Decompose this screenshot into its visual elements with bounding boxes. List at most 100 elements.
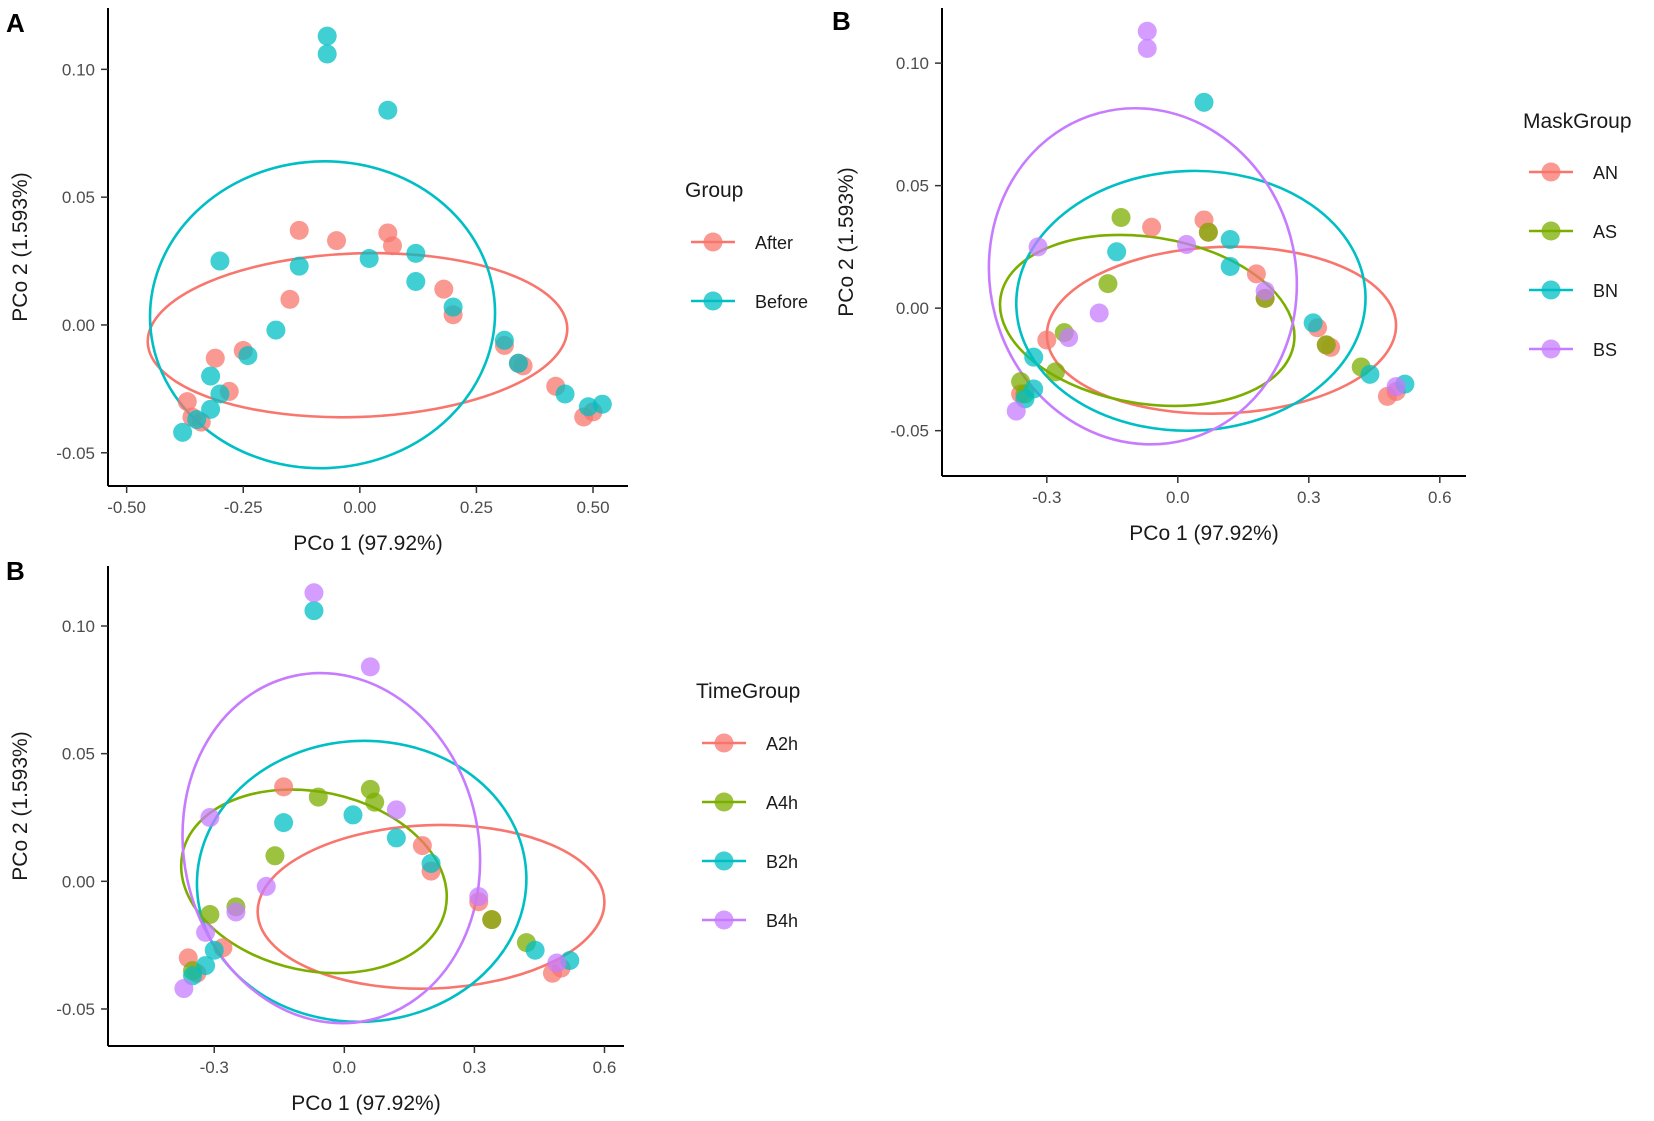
- point-b4h: [226, 902, 246, 922]
- y-tick-label: 0.00: [62, 872, 95, 891]
- x-tick-label: 0.6: [593, 1058, 617, 1077]
- point-bs: [1006, 401, 1026, 421]
- point-a2h: [412, 836, 432, 856]
- point-bn: [1194, 92, 1214, 112]
- x-tick-label: -0.25: [224, 498, 263, 517]
- point-before: [317, 26, 337, 46]
- legend-entry-as: AS: [1593, 222, 1617, 242]
- y-tick-label: 0.10: [62, 617, 95, 636]
- legend-entry-bn: BN: [1593, 281, 1618, 301]
- point-a4h: [365, 792, 385, 812]
- legend-entry-b2h: B2h: [766, 852, 798, 872]
- point-a4h: [308, 787, 328, 807]
- point-as: [1111, 207, 1131, 227]
- x-tick-label: -0.3: [200, 1058, 229, 1077]
- point-b4h: [256, 876, 276, 896]
- legend-title: MaskGroup: [1523, 110, 1632, 133]
- point-after: [382, 236, 402, 256]
- point-b4h: [174, 979, 194, 999]
- chart-panel-2: B -0.3 0.0 0.3 0.6 -0.05 0.00 0.05 0.10 PCo 1 (97…: [832, 6, 1632, 545]
- point-bn: [1220, 257, 1240, 277]
- point-bn: [1024, 347, 1044, 367]
- point-b4h: [304, 583, 324, 603]
- point-before: [508, 353, 528, 373]
- legend-entry-an: AN: [1593, 163, 1618, 183]
- point-before: [210, 251, 230, 271]
- confidence-ellipse-a2h: [256, 823, 606, 991]
- point-a4h: [200, 905, 220, 925]
- legend-key-point: [703, 232, 723, 252]
- x-tick-label: 0.0: [332, 1058, 356, 1077]
- x-tick-label: -0.3: [1032, 488, 1061, 507]
- point-bs: [1028, 237, 1048, 257]
- y-tick-label: 0.00: [896, 299, 929, 318]
- point-b4h: [196, 922, 216, 942]
- point-as: [1098, 274, 1118, 294]
- plot-area: [987, 21, 1415, 446]
- point-b2h: [525, 940, 545, 960]
- point-before: [173, 422, 193, 442]
- point-b4h: [469, 887, 489, 907]
- plot-area: [146, 26, 612, 470]
- point-before: [289, 256, 309, 276]
- panel-label: A: [6, 8, 25, 38]
- point-after: [280, 289, 300, 309]
- confidence-ellipse-b4h: [181, 671, 482, 1025]
- legend-key-point: [1541, 221, 1561, 241]
- point-before: [201, 366, 221, 386]
- legend-entry-bs: BS: [1593, 340, 1617, 360]
- x-axis-title: PCo 1 (97.92%): [293, 532, 442, 555]
- point-before: [555, 384, 575, 404]
- point-b4h: [547, 953, 567, 973]
- x-tick-label: 0.0: [1166, 488, 1190, 507]
- plot-area: [174, 583, 606, 1025]
- point-bs: [1177, 234, 1197, 254]
- point-an: [1037, 330, 1057, 350]
- legend-entry-a4h: A4h: [766, 793, 798, 813]
- point-bn: [1303, 313, 1323, 333]
- x-tick-label: 0.3: [1297, 488, 1321, 507]
- x-tick-label: 0.6: [1428, 488, 1452, 507]
- point-before: [406, 243, 426, 263]
- point-b4h: [200, 807, 220, 827]
- point-bn: [1360, 364, 1380, 384]
- legend-entry-a2h: A2h: [766, 734, 798, 754]
- point-before: [210, 384, 230, 404]
- chart-panel-1: A -0.50 -0.25 0.00 0.25 0.50 -0.05 0.00 0.05 0.10…: [6, 8, 808, 555]
- x-tick-label: 0.50: [576, 498, 609, 517]
- y-tick-label: -0.05: [56, 444, 95, 463]
- y-tick-label: -0.05: [56, 1000, 95, 1019]
- x-tick-label: -0.50: [107, 498, 146, 517]
- point-bn: [1220, 230, 1240, 250]
- panel-label: B: [832, 6, 851, 36]
- point-before: [443, 297, 463, 317]
- point-b2h: [204, 940, 224, 960]
- confidence-ellipse-b2h: [195, 739, 528, 1024]
- point-b2h: [304, 601, 324, 621]
- confidence-ellipse-bs: [987, 106, 1299, 446]
- point-after: [327, 231, 347, 251]
- point-before: [317, 44, 337, 64]
- point-as: [1198, 222, 1218, 242]
- point-an: [1246, 264, 1266, 284]
- legend-key-point: [703, 291, 723, 311]
- confidence-ellipse-after: [146, 251, 569, 419]
- point-a4h: [265, 846, 285, 866]
- point-as: [1316, 335, 1336, 355]
- point-after: [434, 279, 454, 299]
- point-as: [1046, 362, 1066, 382]
- point-a4h: [482, 910, 502, 930]
- y-tick-label: 0.05: [62, 188, 95, 207]
- point-bs: [1386, 377, 1406, 397]
- point-before: [187, 410, 207, 430]
- point-before: [494, 330, 514, 350]
- chart-panel-3: B -0.3 0.0 0.3 0.6 -0.05 0.00 0.05 0.10 PCo 1 (97…: [6, 556, 800, 1115]
- point-bs: [1059, 328, 1079, 348]
- panel-label: B: [6, 556, 25, 586]
- point-b2h: [421, 853, 441, 873]
- point-an: [1142, 217, 1162, 237]
- point-b2h: [386, 828, 406, 848]
- legend-key-point: [1541, 339, 1561, 359]
- legend-key-point: [1541, 280, 1561, 300]
